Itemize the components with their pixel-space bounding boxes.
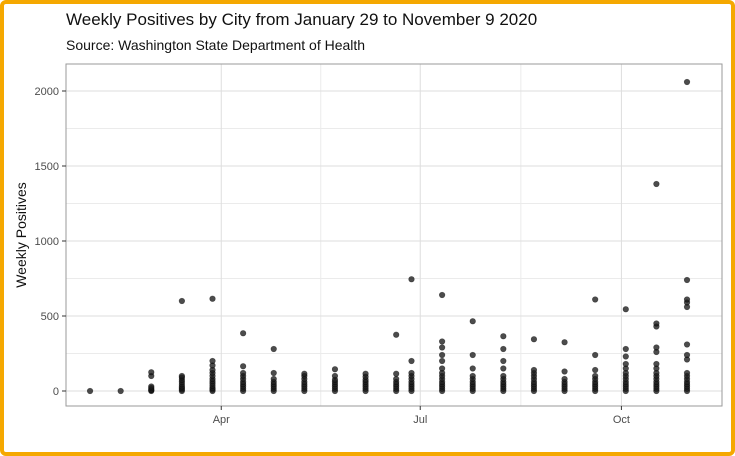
data-point [500,357,507,365]
data-point [653,360,660,368]
data-point [408,276,415,283]
data-point [393,370,400,377]
data-point [301,370,308,377]
data-point [469,318,476,325]
data-point [622,306,629,313]
y-tick-label: 1500 [35,161,59,173]
data-point [683,78,691,86]
x-axis-ticks: Apr Jul Oct [213,406,630,426]
data-point [408,357,415,365]
grid-lines [66,64,722,406]
data-point [683,351,691,359]
data-point [683,341,691,348]
data-point [653,180,660,188]
data-point [439,338,446,345]
data-point [439,365,446,372]
data-point [362,370,369,377]
data-point [683,276,691,284]
data-point [178,297,185,305]
data-point [530,336,538,343]
data-point [622,353,629,360]
data-point [148,383,155,390]
data-point [240,369,247,377]
data-point [469,351,476,359]
y-axis-ticks: 0 500 1000 1500 2000 [35,86,66,398]
data-point [270,345,277,353]
data-point [561,339,568,346]
data-point [178,372,185,380]
data-point [439,344,446,351]
data-points [86,78,691,395]
data-point [592,296,599,303]
data-point [653,320,660,327]
data-point [622,360,629,368]
data-point [148,369,155,376]
data-point [530,366,538,374]
data-point [592,366,599,374]
y-tick-label: 1000 [35,236,59,248]
data-point [500,365,507,372]
data-point [439,351,446,359]
data-point [500,345,507,353]
data-point [500,333,507,340]
x-tick-label: Oct [613,414,630,426]
plot-background [66,64,722,406]
y-axis-label: Weekly Positives [13,182,29,288]
x-tick-label: Jul [413,414,427,426]
data-point [592,372,599,380]
data-point [561,368,568,375]
x-tick-label: Apr [213,414,230,426]
data-point [117,387,124,395]
data-point [683,296,691,303]
data-point [331,366,339,373]
data-point [240,363,247,370]
y-tick-label: 500 [41,311,59,323]
y-tick-label: 2000 [35,86,59,98]
data-point [469,372,476,380]
data-point [653,344,660,351]
data-point [209,357,216,365]
data-point [86,387,94,395]
data-point [393,331,400,338]
data-point [240,330,247,337]
data-point [683,369,691,377]
plot-border [65,63,723,407]
y-tick-label: 0 [53,386,59,398]
data-point [500,372,507,380]
data-point [439,291,446,299]
data-point [622,345,629,353]
data-point [469,365,476,372]
data-point [408,369,415,377]
chart-subtitle: Source: Washington State Department of H… [66,37,366,53]
data-point [393,375,400,383]
data-point [561,375,568,383]
data-point [592,351,599,359]
data-point [439,357,446,365]
data-point [209,295,216,302]
data-point [331,372,339,380]
data-point [270,375,277,383]
data-point [270,369,277,377]
chart-title: Weekly Positives by City from January 29… [66,10,538,29]
